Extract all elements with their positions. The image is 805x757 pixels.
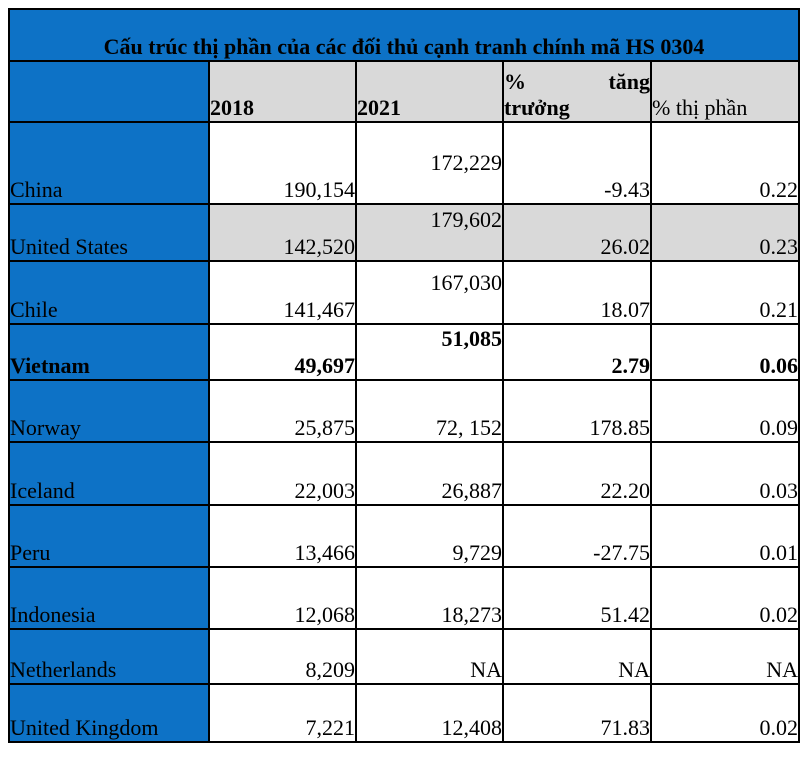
growth-cell: 71.83 — [502, 683, 652, 743]
table-title-row: Cấu trúc thị phần của các đối thủ cạnh t… — [7, 8, 801, 62]
value-2018-cell: 142,520 — [208, 203, 357, 262]
raised-value: 179,602 — [430, 207, 502, 233]
table-row: Chile 141,467 167,030 18.07 0.21 — [8, 260, 801, 325]
value-2018-cell: 7,221 — [208, 683, 357, 743]
country-cell: Norway — [8, 379, 210, 443]
table-row: China 190,154 172,229 -9.43 0.22 — [8, 121, 801, 205]
value-2021-cell: 9,729 — [355, 504, 504, 568]
value-2021-cell: 167,030 — [355, 260, 504, 325]
share-cell: 0.03 — [649, 441, 801, 506]
header-share: % thị phần — [649, 60, 801, 123]
country-cell: United States — [8, 203, 210, 262]
growth-cell: -27.75 — [502, 504, 652, 568]
country-cell: United Kingdom — [8, 683, 210, 743]
country-cell: Netherlands — [8, 628, 210, 685]
raised-value: 167,030 — [430, 270, 502, 296]
table-row: United States 142,520 179,602 26.02 0.23 — [8, 203, 801, 262]
growth-cell: -9.43 — [502, 121, 652, 205]
country-cell: Peru — [8, 504, 210, 568]
value-2018-cell: 25,875 — [208, 379, 357, 443]
table-row: Norway 25,875 72, 152 178.85 0.09 — [8, 379, 801, 443]
growth-cell: 51.42 — [502, 566, 652, 630]
table-row: Vietnam 49,697 51,085 2.79 0.06 — [8, 323, 801, 381]
share-cell: 0.02 — [649, 566, 801, 630]
header-growth: % tăng trưởng — [502, 60, 652, 123]
share-cell: 0.23 — [649, 203, 801, 262]
growth-cell: 2.79 — [502, 323, 652, 381]
table-row: Peru 13,466 9,729 -27.75 0.01 — [8, 504, 801, 568]
share-cell: 0.06 — [649, 323, 801, 381]
raised-value: 51,085 — [441, 326, 502, 352]
value-2021-cell: 172,229 — [355, 121, 504, 205]
table-row: United Kingdom 7,221 12,408 71.83 0.02 — [8, 683, 801, 743]
header-country-blank — [8, 60, 210, 123]
growth-cell: 178.85 — [502, 379, 652, 443]
value-2018-cell: 13,466 — [208, 504, 357, 568]
value-2021-cell: 72, 152 — [355, 379, 504, 443]
share-cell: 0.22 — [649, 121, 801, 205]
table-title: Cấu trúc thị phần của các đối thủ cạnh t… — [7, 8, 801, 62]
country-cell: Chile — [8, 260, 210, 325]
share-cell: 0.21 — [649, 260, 801, 325]
country-cell: Indonesia — [8, 566, 210, 630]
header-2018: 2018 — [208, 60, 357, 123]
table-row: Netherlands 8,209 NA NA NA — [8, 628, 801, 685]
header-growth-percent: % — [504, 69, 526, 95]
share-cell: NA — [649, 628, 801, 685]
share-cell: 0.01 — [649, 504, 801, 568]
value-2018-cell: 12,068 — [208, 566, 357, 630]
header-growth-line1: % tăng — [504, 69, 650, 95]
growth-cell: 18.07 — [502, 260, 652, 325]
value-2021-cell: 179,602 — [355, 203, 504, 262]
value-2021-cell: 12,408 — [355, 683, 504, 743]
table-row: Iceland 22,003 26,887 22.20 0.03 — [8, 441, 801, 506]
value-2018-cell: 22,003 — [208, 441, 357, 506]
value-2018-cell: 49,697 — [208, 323, 357, 381]
value-2018-cell: 8,209 — [208, 628, 357, 685]
table-row: Indonesia 12,068 18,273 51.42 0.02 — [8, 566, 801, 630]
table-header-row: 2018 2021 % tăng trưởng % thị phần — [8, 60, 801, 123]
value-2021-cell: 18,273 — [355, 566, 504, 630]
country-cell: Vietnam — [8, 323, 210, 381]
header-growth-line2: trưởng — [504, 95, 570, 121]
table-body: China 190,154 172,229 -9.43 0.22 United State… — [8, 121, 801, 743]
market-share-table: Cấu trúc thị phần của các đối thủ cạnh t… — [7, 8, 801, 743]
value-2021-cell: NA — [355, 628, 504, 685]
value-2018-cell: 190,154 — [208, 121, 357, 205]
country-cell: China — [8, 121, 210, 205]
header-2021: 2021 — [355, 60, 504, 123]
value-2018-cell: 141,467 — [208, 260, 357, 325]
value-2021-cell: 26,887 — [355, 441, 504, 506]
raised-value: 172,229 — [430, 150, 502, 176]
value-2021-cell: 51,085 — [355, 323, 504, 381]
share-cell: 0.09 — [649, 379, 801, 443]
growth-cell: 26.02 — [502, 203, 652, 262]
growth-cell: NA — [502, 628, 652, 685]
country-cell: Iceland — [8, 441, 210, 506]
growth-cell: 22.20 — [502, 441, 652, 506]
header-growth-tang: tăng — [608, 69, 650, 95]
share-cell: 0.02 — [649, 683, 801, 743]
